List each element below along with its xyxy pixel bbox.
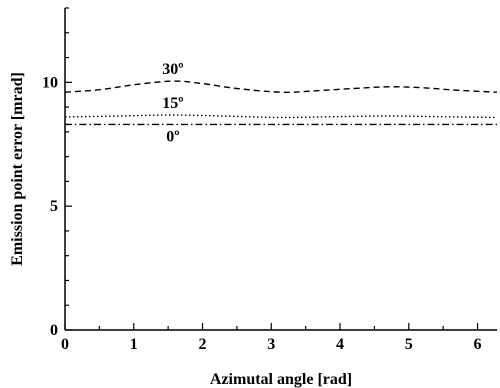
series-group bbox=[64, 80, 498, 126]
x-ticks: 0 1 2 3 4 5 6 bbox=[61, 323, 482, 353]
series-line-0 bbox=[64, 80, 498, 94]
series-label-2: 0º bbox=[166, 128, 179, 145]
y-ticks: 0 5 10 bbox=[42, 7, 72, 339]
series-label-group: 30º 15º 0º bbox=[162, 61, 183, 145]
x-tick-label: 6 bbox=[474, 336, 482, 353]
x-axis-title: Azimutal angle [rad] bbox=[210, 371, 352, 388]
series-line-1 bbox=[64, 114, 498, 119]
y-tick-label: 5 bbox=[50, 198, 58, 215]
x-tick-label: 5 bbox=[405, 336, 413, 353]
x-tick-label: 4 bbox=[336, 336, 344, 353]
x-tick-label: 3 bbox=[267, 336, 275, 353]
series-label-1: 15º bbox=[162, 95, 183, 112]
y-tick-label: 10 bbox=[42, 74, 58, 91]
y-axis-title: Emission point error [mrad] bbox=[9, 72, 26, 266]
x-tick-label: 1 bbox=[130, 336, 138, 353]
x-tick-label: 0 bbox=[61, 336, 69, 353]
series-label-0: 30º bbox=[162, 61, 183, 78]
y-tick-label: 0 bbox=[50, 322, 58, 339]
x-tick-label: 2 bbox=[199, 336, 207, 353]
